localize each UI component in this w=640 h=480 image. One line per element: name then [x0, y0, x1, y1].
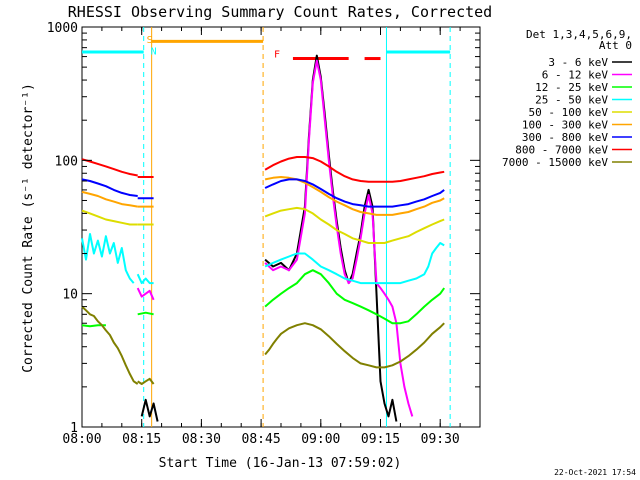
series-line [81, 158, 138, 177]
series-8 [81, 156, 445, 183]
x-tick-label: 08:15 [122, 432, 161, 447]
y-axis: 1 10 100 1000 [47, 21, 480, 436]
series-line [140, 398, 159, 422]
y-axis-label: Corrected Count Rate (s⁻¹ detector⁻¹) [21, 83, 36, 373]
legend-entry: 800 - 7000 keV [515, 144, 608, 157]
series-line [264, 178, 445, 208]
series-line [136, 273, 154, 285]
series-2 [136, 59, 414, 417]
y-tick-label: 1 [70, 421, 78, 436]
chart-title: RHESSI Observing Summary Count Rates, Co… [68, 3, 492, 21]
x-tick-label: 09:30 [421, 432, 460, 447]
series-line [264, 322, 445, 369]
series-line [81, 305, 139, 385]
series-line [137, 311, 154, 316]
x-tick-label: 09:15 [361, 432, 400, 447]
plot-frame [81, 26, 481, 428]
plot-area: SN F [81, 26, 481, 428]
series-9 [81, 305, 445, 385]
series-line [264, 156, 445, 183]
legend-entry: 3 - 6 keV [548, 56, 608, 69]
series-4 [81, 233, 445, 285]
flag-label: S [147, 35, 153, 46]
series-1 [140, 54, 398, 422]
series-line [264, 206, 445, 244]
x-axis-label: Start Time (16-Jan-13 07:59:02) [159, 456, 402, 471]
y-tick-label: 10 [62, 288, 78, 303]
legend-entry: 50 - 100 keV [529, 106, 609, 119]
series-line [264, 242, 445, 285]
series-line [81, 233, 135, 284]
y-tick-label: 100 [55, 154, 78, 169]
x-tick-label: 08:30 [182, 432, 221, 447]
x-tick-label: 08:00 [62, 432, 101, 447]
x-axis: 08:00 08:15 08:30 08:45 09:00 09:15 09:30 [62, 27, 481, 447]
flag-label: N [151, 47, 157, 58]
series-line [81, 190, 138, 208]
legend-entry: 100 - 300 keV [522, 119, 608, 132]
series-line [81, 209, 138, 226]
series-line [81, 178, 138, 197]
series-line [264, 269, 446, 325]
legend-entry: 300 - 800 keV [522, 131, 608, 144]
legend-entry: 12 - 25 keV [535, 81, 608, 94]
x-tick-label: 09:00 [301, 432, 340, 447]
legend-header: Det 1,3,4,5,6,9, [526, 28, 632, 41]
legend-entry: 6 - 12 keV [542, 69, 609, 82]
series-line [136, 287, 155, 301]
y-tick-label: 1000 [47, 21, 78, 36]
legend-entry: 7000 - 15000 keV [502, 156, 608, 169]
series-line [137, 377, 155, 385]
legend-header: Att 0 [599, 39, 632, 52]
series-line [264, 59, 414, 417]
x-tick-label: 08:45 [242, 432, 281, 447]
series-7 [81, 178, 445, 208]
legend-entry: 25 - 50 keV [535, 94, 608, 107]
series-5 [81, 206, 445, 244]
flag-label: F [274, 50, 280, 61]
timestamp: 22-Oct-2021 17:54 [554, 468, 636, 477]
